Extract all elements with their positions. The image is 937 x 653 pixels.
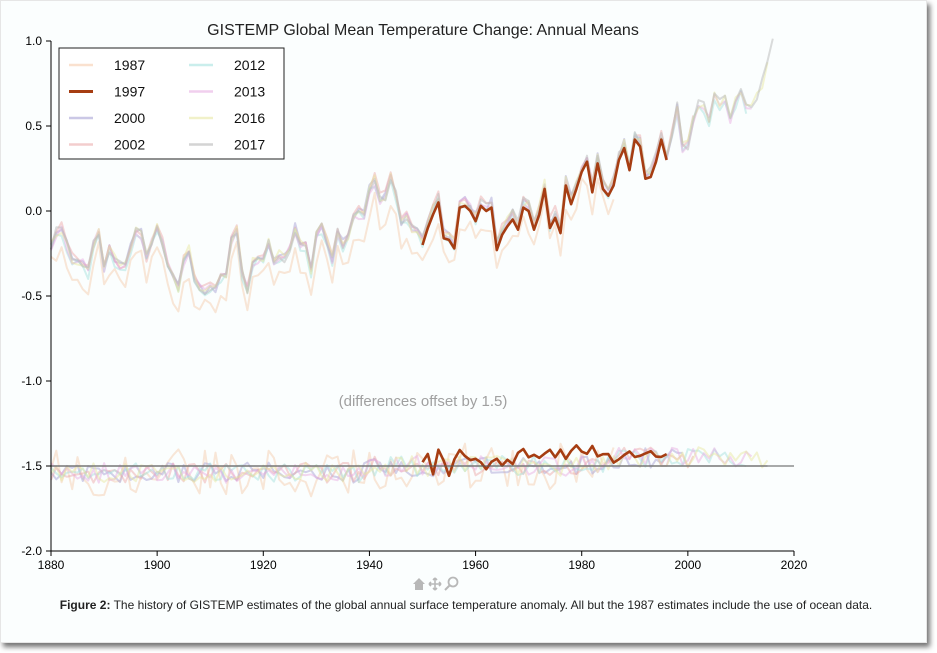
series-line-1987 (50, 177, 615, 314)
chart-title: GISTEMP Global Mean Temperature Change: … (207, 22, 639, 39)
caption-text: The history of GISTEMP estimates of the … (113, 598, 873, 612)
legend-label-2013[interactable]: 2013 (234, 84, 265, 100)
legend-label-2012[interactable]: 2012 (234, 57, 265, 73)
x-tick-label: 1980 (568, 558, 595, 572)
y-tick-label: -0.5 (21, 289, 42, 303)
series-line-1997 (421, 138, 668, 252)
y-tick-label: -1.0 (21, 374, 42, 388)
figure-caption: Figure 2: The history of GISTEMP estimat… (31, 597, 901, 613)
y-tick-label: 0.5 (25, 119, 42, 133)
y-tick-label: -2.0 (21, 544, 42, 558)
difference-line-2016 (50, 446, 769, 483)
legend-label-1987[interactable]: 1987 (114, 57, 145, 73)
y-tick-label: -1.5 (21, 459, 42, 473)
pan-icon[interactable] (428, 577, 442, 591)
series-layer (50, 38, 774, 498)
x-tick-label: 1900 (144, 558, 171, 572)
legend-box (58, 47, 285, 160)
zoom-icon[interactable] (444, 576, 459, 591)
x-tick-label: 1920 (250, 558, 277, 572)
legend-label-1997[interactable]: 1997 (114, 84, 145, 100)
legend-label-2002[interactable]: 2002 (114, 137, 145, 153)
difference-line-2000 (50, 447, 683, 484)
axes: 1880 1900 1920 1940 1960 1980 2000 2020 1.0 0.5 0.… (21, 34, 807, 572)
x-tick-label: 2000 (675, 558, 702, 572)
x-tick-label: 1940 (356, 558, 383, 572)
legend[interactable]: 1987 1997 2000 2002 2012 2013 2016 2017 (58, 47, 285, 160)
x-tick-label: 2020 (781, 558, 808, 572)
series-line-2017 (50, 38, 774, 295)
home-icon[interactable] (413, 578, 425, 590)
difference-line-1987 (50, 442, 615, 498)
difference-line-2013 (50, 446, 753, 484)
legend-label-2016[interactable]: 2016 (234, 110, 265, 126)
legend-label-2017[interactable]: 2017 (234, 137, 265, 153)
caption-label: Figure 2: (59, 598, 111, 612)
figure-card: GISTEMP Global Mean Temperature Change: … (0, 0, 927, 643)
y-tick-label: 1.0 (25, 34, 42, 48)
difference-line-1997 (421, 444, 668, 478)
plot-toolbar (411, 576, 461, 592)
offset-note: (differences offset by 1.5) (339, 393, 508, 410)
difference-line-2002 (50, 446, 695, 484)
legend-label-2000[interactable]: 2000 (114, 110, 145, 126)
x-tick-label: 1880 (38, 558, 65, 572)
x-tick-label: 1960 (462, 558, 489, 572)
y-tick-label: 0.0 (25, 204, 42, 218)
chart[interactable]: GISTEMP Global Mean Temperature Change: … (1, 1, 926, 642)
